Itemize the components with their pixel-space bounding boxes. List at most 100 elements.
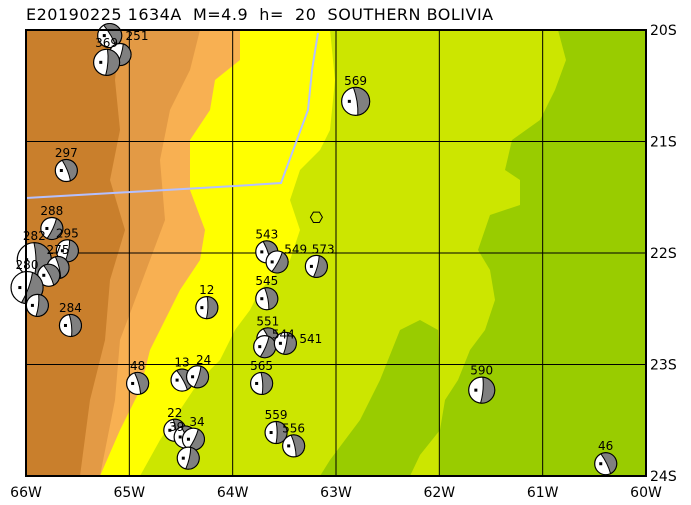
beachball-compression-quadrant <box>275 421 288 445</box>
event-depth-label: 13 <box>174 356 189 370</box>
beachball-event[interactable] <box>181 427 205 451</box>
beachball-axis-dot <box>287 444 291 448</box>
beachball-event[interactable] <box>185 365 210 389</box>
y-tick-label: 22S <box>650 246 677 262</box>
event-depth-label: 590 <box>470 364 493 378</box>
y-tick-label: 20S <box>650 23 677 39</box>
beachball-compression-quadrant <box>263 287 279 311</box>
beachball-event[interactable] <box>264 420 288 445</box>
event-depth-label: 24 <box>196 353 211 367</box>
y-tick-label: 21S <box>650 135 677 151</box>
beachball-axis-dot <box>59 168 63 172</box>
epicenter-marker <box>309 211 323 223</box>
event-depth-label: 295 <box>56 226 79 240</box>
beachball-compression-quadrant <box>68 314 82 337</box>
beachball-axis-dot <box>42 273 46 277</box>
map-frame <box>25 29 647 477</box>
hexagon-icon <box>309 211 323 223</box>
beachball-axis-dot <box>260 250 264 254</box>
beachball-axis-dot <box>131 381 135 385</box>
beachball-compression-quadrant <box>61 159 78 182</box>
beachball-compression-quadrant <box>64 239 79 263</box>
beachball-axis-dot <box>270 260 274 264</box>
event-depth-label: 559 <box>265 408 288 422</box>
event-depth-label: 12 <box>199 283 214 297</box>
event-depth-label: 543 <box>255 227 278 241</box>
beachball-compression-quadrant <box>271 251 289 274</box>
event-depth-label: 573 <box>312 243 335 257</box>
event-depth-label: 565 <box>250 359 273 373</box>
x-tick-label: 64W <box>217 485 249 501</box>
beachball-event[interactable] <box>273 331 297 355</box>
event-depth-label: 541 <box>299 332 322 346</box>
beachball-event[interactable] <box>176 446 200 470</box>
beachball-event[interactable] <box>594 452 618 476</box>
beachball-event[interactable] <box>195 296 219 320</box>
beachball-compression-quadrant <box>54 256 70 279</box>
beachball-event[interactable] <box>92 48 121 76</box>
beachball-event[interactable] <box>126 371 150 396</box>
beachball-event[interactable] <box>255 287 279 311</box>
beachball-event[interactable] <box>265 250 289 274</box>
x-tick-label: 63W <box>320 485 352 501</box>
beachball-event[interactable] <box>25 293 49 318</box>
beachball-axis-dot <box>60 249 64 253</box>
event-depth-label: 48 <box>130 359 145 373</box>
event-depth-label: 282 <box>23 229 46 243</box>
beachball-compression-quadrant <box>282 331 297 355</box>
beachball-compression-quadrant <box>205 296 219 320</box>
event-depth-label: 284 <box>59 301 82 315</box>
beachball-axis-dot <box>260 297 264 301</box>
beachball-event[interactable] <box>55 239 79 263</box>
beachball-compression-quadrant <box>600 452 618 475</box>
beachball-event[interactable] <box>341 86 371 116</box>
x-tick-label: 66W <box>10 485 42 501</box>
beachball-axis-dot <box>178 435 182 439</box>
event-depth-label: 544 <box>272 327 295 341</box>
beachball-event[interactable] <box>304 254 328 278</box>
beachball-compression-quadrant <box>312 255 328 278</box>
beachball-axis-dot <box>30 303 34 307</box>
map-title: E20190225 1634A M=4.9 h= 20 SOUTHERN BOL… <box>26 5 494 24</box>
country-border <box>25 32 319 199</box>
beachball-compression-quadrant <box>105 48 121 76</box>
event-depth-label: 545 <box>255 274 278 288</box>
beachball-event[interactable] <box>58 313 83 338</box>
beachball-axis-dot <box>102 34 106 38</box>
y-tick-label: 23S <box>650 358 677 374</box>
beachball-event[interactable] <box>54 158 78 183</box>
beachball-compression-quadrant <box>290 434 306 458</box>
beachball-event[interactable] <box>40 216 64 241</box>
beachball-compression-quadrant <box>479 376 496 404</box>
beachball-axis-dot <box>191 375 195 379</box>
event-depth-label: 549 <box>284 243 307 257</box>
beachball-axis-dot <box>258 345 262 349</box>
beachball-axis-dot <box>168 428 172 432</box>
event-depth-label: 569 <box>344 74 367 88</box>
beachball-compression-quadrant <box>116 43 132 67</box>
beachball-axis-dot <box>599 462 603 466</box>
beachball-axis-dot <box>18 286 22 290</box>
beachball-event[interactable] <box>468 376 496 404</box>
beachball-axis-dot <box>99 60 103 64</box>
beachball-event[interactable] <box>282 434 306 458</box>
beachball-axis-dot <box>255 381 259 385</box>
x-tick-label: 62W <box>423 485 455 501</box>
beachball-axis-dot <box>186 437 190 441</box>
event-depth-label: 251 <box>126 29 149 43</box>
beachball-compression-quadrant <box>42 263 61 286</box>
beachball-compression-quadrant <box>46 217 64 240</box>
beachball-event[interactable] <box>250 371 274 396</box>
beachball-axis-dot <box>175 378 179 382</box>
event-depth-label: 46 <box>598 439 613 453</box>
beachball-compression-quadrant <box>185 446 200 470</box>
event-depth-label: 297 <box>55 146 78 160</box>
beachball-axis-dot <box>278 341 282 345</box>
event-depth-label: 288 <box>40 204 63 218</box>
beachball-axis-dot <box>309 264 313 268</box>
event-depth-label: 551 <box>256 314 279 328</box>
beachball-compression-quadrant <box>133 371 150 395</box>
axis-ticks: 66W 65W 64W 63W 62W 61W 60W 20S 21S 22S 23S 24S <box>10 23 677 501</box>
